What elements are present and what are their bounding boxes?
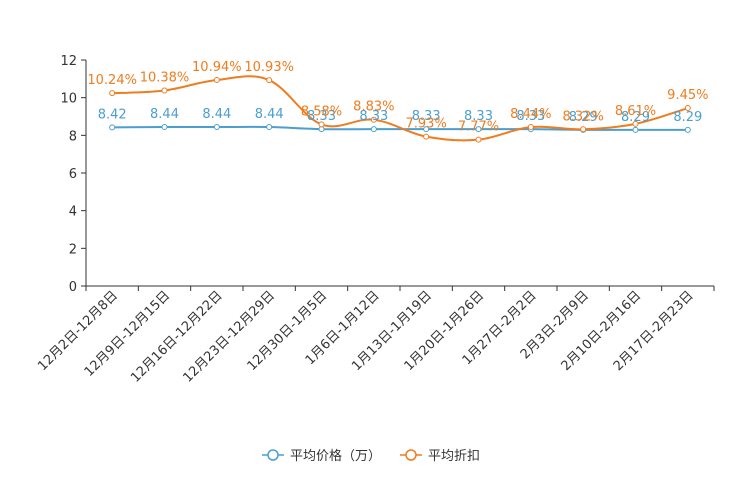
y-tick-label: 2 xyxy=(69,242,77,257)
data-label: 8.29 xyxy=(673,110,702,125)
legend-label: 平均折扣 xyxy=(428,449,480,464)
x-tick-label: 12月23日-12月29日 xyxy=(181,288,278,385)
data-point xyxy=(266,77,273,84)
data-label: 8.32% xyxy=(563,109,604,124)
x-tick-label: 12月16日-12月22日 xyxy=(128,288,225,385)
data-point xyxy=(632,126,639,133)
data-point xyxy=(318,121,325,128)
series-layer xyxy=(109,75,691,143)
data-label: 8.33 xyxy=(464,109,493,124)
data-label: 8.42 xyxy=(98,107,127,122)
data-point xyxy=(161,87,168,94)
data-label: 8.33 xyxy=(412,109,441,124)
data-point xyxy=(684,126,691,133)
data-point xyxy=(527,124,534,131)
data-label: 8.58% xyxy=(301,104,342,119)
data-label: 8.44% xyxy=(510,107,551,122)
legend-label: 平均价格（万） xyxy=(290,448,381,464)
y-tick-label: 0 xyxy=(69,280,77,295)
data-label: 9.45% xyxy=(667,88,708,103)
data-point xyxy=(632,120,639,127)
data-point xyxy=(266,124,273,131)
data-label: 10.93% xyxy=(244,60,294,75)
data-label: 8.83% xyxy=(353,100,394,115)
data-point xyxy=(213,76,220,83)
data-label: 8.33 xyxy=(516,109,545,124)
data-point xyxy=(109,90,116,97)
data-label: 7.93% xyxy=(406,117,447,132)
data-point xyxy=(370,126,377,133)
data-point xyxy=(370,116,377,123)
data-label: 8.61% xyxy=(615,104,656,119)
data-point xyxy=(684,105,691,112)
series-line-2 xyxy=(112,75,689,142)
data-label: 8.44 xyxy=(150,107,179,122)
data-label: 8.44 xyxy=(202,107,231,122)
y-tick-label: 6 xyxy=(69,167,77,182)
data-label: 7.77% xyxy=(458,120,499,135)
data-label: 8.33 xyxy=(307,109,336,124)
data-labels: 8.42 8.44 8.44 8.44 8.33 8.33 8.33 8.33 8.33 8.29… xyxy=(87,60,708,135)
data-label: 8.29 xyxy=(621,110,650,125)
legend-item[interactable]: 平均折扣 xyxy=(400,449,480,464)
data-point xyxy=(475,126,482,133)
data-label: 8.44 xyxy=(255,107,284,122)
data-label: 8.33 xyxy=(359,109,388,124)
data-label: 10.24% xyxy=(87,73,137,88)
legend-marker xyxy=(405,449,417,461)
y-tick-label: 10 xyxy=(60,92,77,107)
data-label: 10.38% xyxy=(140,71,190,86)
data-point xyxy=(109,124,116,131)
y-tick-label: 12 xyxy=(60,54,77,69)
y-tick-label: 4 xyxy=(69,205,77,220)
data-point xyxy=(161,124,168,131)
data-point xyxy=(213,124,220,131)
data-label: 10.94% xyxy=(192,60,242,75)
y-tick-label: 8 xyxy=(69,129,77,144)
legend-marker xyxy=(267,449,279,461)
data-point xyxy=(475,136,482,143)
data-point xyxy=(580,126,587,133)
data-point xyxy=(423,133,430,140)
data-label: 8.29 xyxy=(569,110,598,125)
legend: 平均价格（万） 平均折扣 xyxy=(262,448,480,464)
legend-item[interactable]: 平均价格（万） xyxy=(262,448,381,464)
data-point xyxy=(423,126,430,133)
